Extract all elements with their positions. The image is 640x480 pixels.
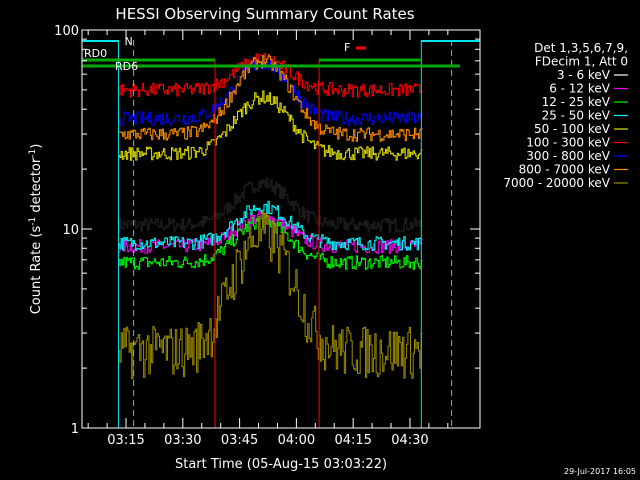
timestamp: 29-Jul-2017 16:05 xyxy=(564,467,636,476)
x-tick-label: 03:30 xyxy=(164,433,201,448)
y-axis: 1 10 100 xyxy=(54,24,480,437)
series-8 xyxy=(118,211,423,380)
flag-label-rd0: RD0 xyxy=(84,47,107,60)
series-8-segment-2 xyxy=(319,325,423,379)
x-tick-label: 03:15 xyxy=(107,433,144,448)
y-axis-label-end: ) xyxy=(29,144,44,149)
legend-entry-label: 300 - 800 keV xyxy=(526,149,610,163)
flag-label-rd6: RD6 xyxy=(115,60,138,73)
y-axis-label-sup1: -1 xyxy=(28,217,38,226)
flag-label-f: F xyxy=(344,41,350,54)
series-6-segment-0 xyxy=(118,104,216,126)
y-axis-label-main: Count Rate (s xyxy=(29,226,44,315)
series-4-segment-1 xyxy=(215,90,320,149)
series-2-segment-0 xyxy=(118,253,216,270)
legend-entry-label: 100 - 300 keV xyxy=(526,136,610,150)
series-0-outline-2 xyxy=(319,215,423,233)
series-8-segment-1 xyxy=(215,211,320,360)
series-7-segment-2 xyxy=(319,123,423,142)
legend-entry-label: 50 - 100 keV xyxy=(534,122,611,136)
y-axis-label-sup2: -1 xyxy=(28,149,38,158)
legend-entry-label: 800 - 7000 keV xyxy=(519,163,611,177)
plot-data xyxy=(117,40,453,428)
series-7-segment-0 xyxy=(118,113,216,141)
series-0-outline-1 xyxy=(215,177,320,226)
series-5-segment-0 xyxy=(118,82,216,98)
y-tick-label: 100 xyxy=(54,24,79,39)
series-7-segment-1 xyxy=(215,55,320,130)
series-4 xyxy=(118,90,423,161)
x-tick-label: 04:30 xyxy=(391,433,428,448)
series-8-segment-0 xyxy=(118,318,216,380)
series-4-segment-2 xyxy=(319,144,423,161)
flag-bars: N RD0 RD6 F xyxy=(82,35,480,73)
legend-entry-label: 25 - 50 keV xyxy=(542,109,611,123)
x-tick-label: 03:45 xyxy=(221,433,258,448)
series-2-segment-2 xyxy=(319,252,423,270)
legend-header-line: FDecim 1, Att 0 xyxy=(535,55,628,69)
x-tick-label: 04:00 xyxy=(278,433,315,448)
x-axis-label: Start Time (05-Aug-15 03:03:22) xyxy=(175,457,387,472)
legend-entry-label: 3 - 6 keV xyxy=(557,68,611,82)
x-tick-label: 04:15 xyxy=(334,433,371,448)
y-axis-label-mid: detector xyxy=(29,157,44,217)
legend-entry-label: 7000 - 20000 keV xyxy=(503,176,610,190)
legend-entry-label: 12 - 25 keV xyxy=(542,95,611,109)
series-4-segment-0 xyxy=(118,139,216,161)
series-3-segment-2 xyxy=(319,234,423,251)
chart-title: HESSI Observing Summary Count Rates xyxy=(115,5,414,23)
series-0 xyxy=(118,177,423,233)
flag-label-n: N xyxy=(124,35,132,48)
series-7 xyxy=(118,55,423,142)
series-0-outline-0 xyxy=(118,211,216,233)
series-6-segment-2 xyxy=(319,108,423,126)
legend-entry-label: 6 - 12 keV xyxy=(549,82,611,96)
x-axis: 03:15 03:30 03:45 04:00 04:15 04:30 xyxy=(87,30,449,448)
y-tick-label: 1 xyxy=(71,422,79,437)
y-axis-label: Count Rate (s-1 detector-1) xyxy=(28,144,44,315)
legend: Det 1,3,5,6,7,9,FDecim 1, Att 03 - 6 keV… xyxy=(503,41,628,190)
series-3-segment-0 xyxy=(118,232,216,251)
series-5-segment-2 xyxy=(319,81,423,98)
legend-header-line: Det 1,3,5,6,7,9, xyxy=(534,41,628,55)
y-tick-label: 10 xyxy=(62,223,79,238)
